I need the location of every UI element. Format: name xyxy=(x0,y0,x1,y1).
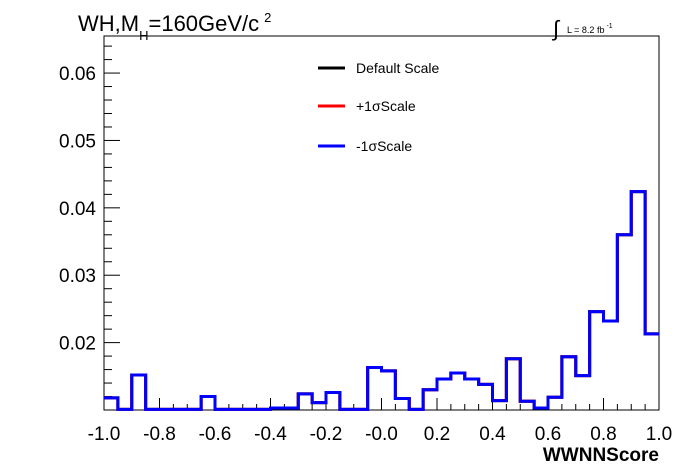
lumi-superscript: -1 xyxy=(606,23,612,30)
x-tick-label: -0.6 xyxy=(199,424,232,445)
legend-label: -1σScale xyxy=(356,138,412,154)
x-tick-label: 0.4 xyxy=(479,424,506,445)
y-tick-label: 0.04 xyxy=(59,199,96,220)
series-line-2 xyxy=(104,190,659,411)
legend-label: Default Scale xyxy=(356,60,439,76)
x-tick-label: -0.8 xyxy=(143,424,176,445)
x-tick-label: -0.4 xyxy=(254,424,287,445)
x-tick-label: 0.2 xyxy=(424,424,450,445)
y-tick-label: 0.06 xyxy=(59,64,96,85)
y-tick-label: 0.03 xyxy=(59,266,96,287)
x-tick-labels: -1.0 -0.8 -0.6 -0.4 -0.2 -0.0 0.2 0.4 0.6 0.8 1.0 xyxy=(88,424,673,445)
chart-title: WH,MH=160GeV/c 2 xyxy=(78,10,271,43)
lumi-text: L = 8.2 fb -1 xyxy=(567,23,613,35)
x-tick-label: 1.0 xyxy=(646,424,672,445)
title-subscript: H xyxy=(139,28,148,43)
x-tick-label: -1.0 xyxy=(88,424,121,445)
x-tick-label: 0.6 xyxy=(535,424,561,445)
title-mid: =160GeV/c xyxy=(148,11,259,36)
x-tick-label: -0.2 xyxy=(310,424,343,445)
y-tick-labels: 0.02 0.03 0.04 0.05 0.06 xyxy=(59,64,96,355)
x-axis-title: WWNNScore xyxy=(543,445,659,466)
lumi-prefix: L = 8.2 fb xyxy=(567,25,604,35)
title-superscript: 2 xyxy=(264,10,271,25)
x-tick-label: -0.0 xyxy=(365,424,398,445)
x-tick-label: 0.8 xyxy=(590,424,616,445)
luminosity-label: ∫ L = 8.2 fb -1 xyxy=(551,16,613,41)
histogram-series xyxy=(104,190,659,411)
integral-sign: ∫ xyxy=(551,16,561,41)
y-tick-label: 0.02 xyxy=(59,334,96,355)
legend: Default Scale +1σScale -1σScale xyxy=(318,60,439,154)
y-tick-label: 0.05 xyxy=(59,131,96,152)
title-prefix: WH,M xyxy=(78,11,139,36)
legend-label: +1σScale xyxy=(356,98,416,114)
